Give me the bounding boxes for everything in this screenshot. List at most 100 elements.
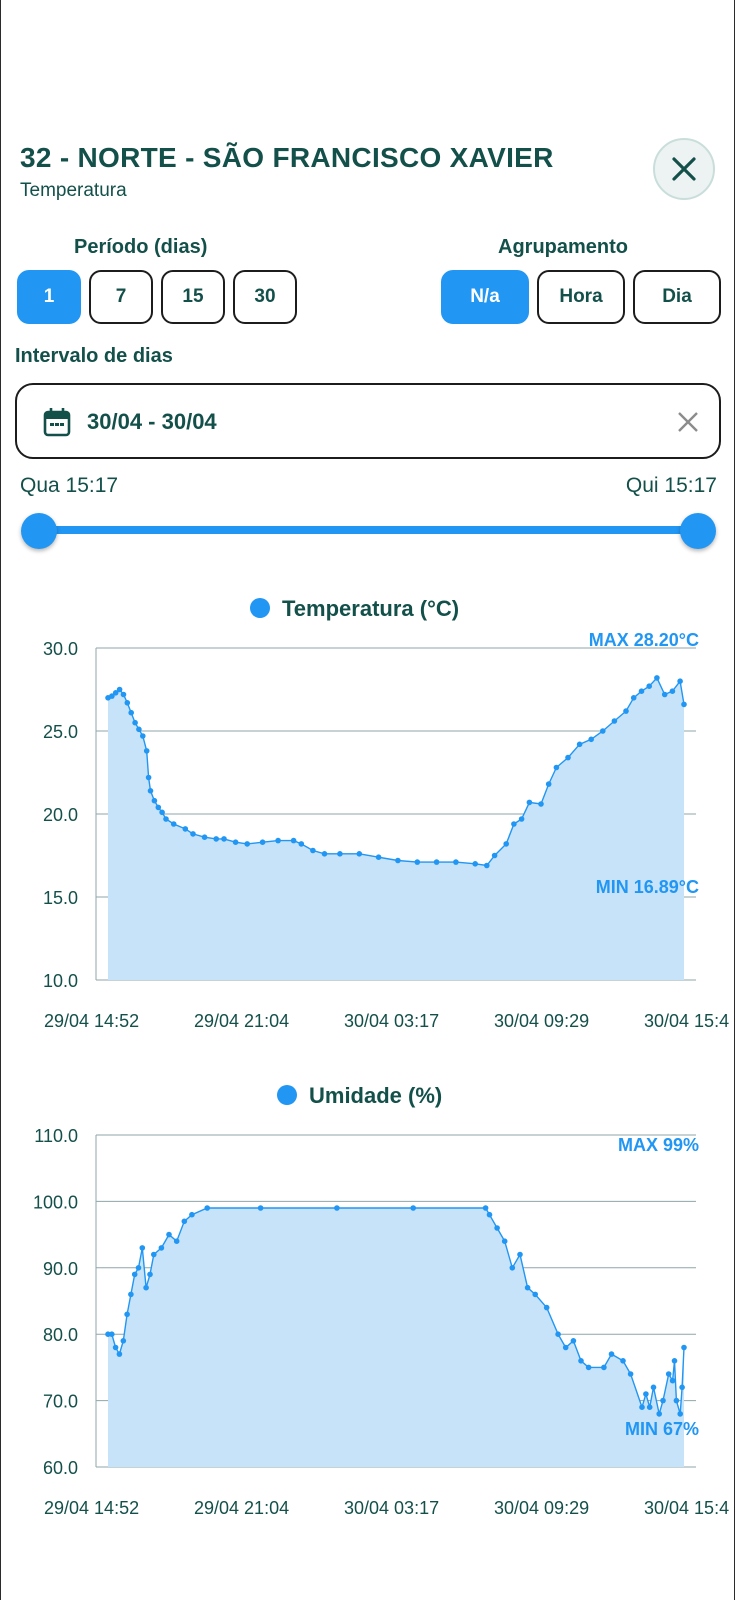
period-label: Período (dias): [74, 236, 208, 258]
data-point: [588, 736, 594, 743]
max-label: MAX 28.20°C: [589, 630, 699, 650]
data-point: [509, 1265, 516, 1271]
y-tick-label: 90.0: [43, 1259, 78, 1279]
data-point: [136, 726, 142, 733]
clear-icon[interactable]: [677, 411, 699, 433]
data-point: [158, 1245, 165, 1251]
data-point: [166, 1231, 172, 1238]
x-tick-label: 30/04 03:17: [344, 1498, 439, 1518]
grouping-option-dia[interactable]: Dia: [633, 270, 721, 324]
data-point: [660, 1397, 666, 1404]
data-point: [484, 862, 490, 869]
data-point: [671, 1358, 678, 1364]
humidity-legend-label: Umidade (%): [309, 1083, 443, 1108]
data-point: [555, 1331, 561, 1337]
close-button[interactable]: [653, 138, 715, 200]
data-point: [232, 839, 239, 845]
data-point: [518, 816, 525, 822]
data-point: [109, 1331, 115, 1337]
y-tick-label: 80.0: [43, 1325, 78, 1345]
data-point: [576, 741, 583, 748]
page-title: 32 - NORTE - SÃO FRANCISCO XAVIER: [20, 142, 554, 173]
data-point: [585, 1364, 592, 1371]
data-point: [163, 816, 169, 822]
grouping-option-na[interactable]: N/a: [441, 270, 529, 324]
period-option-1[interactable]: 1: [17, 270, 81, 324]
data-point: [116, 1351, 123, 1357]
data-point: [181, 1218, 188, 1225]
data-point: [562, 1344, 569, 1351]
y-tick-label: 10.0: [43, 971, 78, 991]
period-option-30[interactable]: 30: [233, 270, 297, 324]
data-point: [143, 748, 150, 754]
data-point: [275, 837, 281, 844]
min-label: MIN 67%: [625, 1419, 699, 1439]
data-point: [257, 1205, 264, 1211]
data-point: [638, 688, 645, 694]
data-point: [112, 1344, 119, 1351]
x-tick-label: 29/04 21:04: [194, 1011, 289, 1031]
date-range-field[interactable]: 30/04 - 30/04: [15, 383, 721, 459]
data-point: [646, 683, 652, 689]
data-point: [565, 754, 571, 761]
data-point: [608, 1351, 615, 1357]
slider-end-handle[interactable]: [680, 513, 716, 549]
y-tick-label: 25.0: [43, 722, 78, 742]
data-point: [646, 1404, 653, 1410]
data-point: [630, 695, 637, 701]
data-point: [170, 821, 177, 827]
data-point: [375, 854, 382, 860]
y-tick-label: 110.0: [34, 1126, 78, 1146]
data-point: [321, 851, 328, 857]
calendar-icon: [43, 408, 71, 437]
x-tick-label: 29/04 14:52: [44, 1011, 139, 1031]
data-point: [453, 859, 459, 865]
temperature-legend-label: Temperatura (°C): [282, 596, 460, 621]
data-point: [681, 701, 687, 708]
slider-start-handle[interactable]: [21, 513, 57, 549]
data-point: [116, 686, 123, 693]
y-tick-label: 100.0: [33, 1192, 78, 1212]
data-point: [147, 1271, 153, 1278]
temperature-chart-title: Temperatura (°C): [250, 596, 459, 622]
data-point: [337, 851, 343, 857]
data-point: [543, 1304, 550, 1311]
max-label: MAX 99%: [618, 1135, 699, 1155]
data-point: [532, 1291, 538, 1298]
data-point: [643, 1391, 649, 1397]
period-option-15[interactable]: 15: [161, 270, 225, 324]
x-tick-label: 30/04 03:17: [344, 1011, 439, 1031]
data-point: [627, 1371, 634, 1377]
data-point: [482, 1205, 489, 1211]
data-point: [665, 1371, 672, 1377]
y-tick-label: 70.0: [43, 1392, 78, 1412]
data-point: [259, 839, 266, 845]
data-point: [112, 690, 119, 696]
data-point: [611, 718, 618, 724]
series-area: [108, 677, 684, 980]
data-point: [578, 1358, 584, 1364]
data-point: [334, 1205, 340, 1211]
data-point: [213, 836, 219, 842]
data-point: [501, 1238, 508, 1244]
time-range-slider-track[interactable]: [38, 526, 698, 534]
data-point: [472, 861, 479, 867]
data-point: [681, 1344, 687, 1351]
period-option-7[interactable]: 7: [89, 270, 153, 324]
data-point: [143, 1284, 149, 1291]
data-point: [182, 826, 189, 832]
data-point: [131, 1271, 138, 1278]
data-point: [553, 764, 560, 771]
x-tick-label: 30/04 09:29: [494, 1498, 589, 1518]
data-point: [120, 1338, 127, 1344]
data-point: [677, 1411, 683, 1417]
grouping-option-hora[interactable]: Hora: [537, 270, 625, 324]
data-point: [145, 774, 152, 781]
data-point: [491, 852, 498, 859]
legend-dot: [277, 1085, 297, 1105]
data-point: [159, 809, 165, 816]
data-point: [310, 847, 316, 854]
data-point: [132, 719, 138, 726]
data-point: [135, 1265, 142, 1271]
data-point: [679, 1384, 685, 1391]
